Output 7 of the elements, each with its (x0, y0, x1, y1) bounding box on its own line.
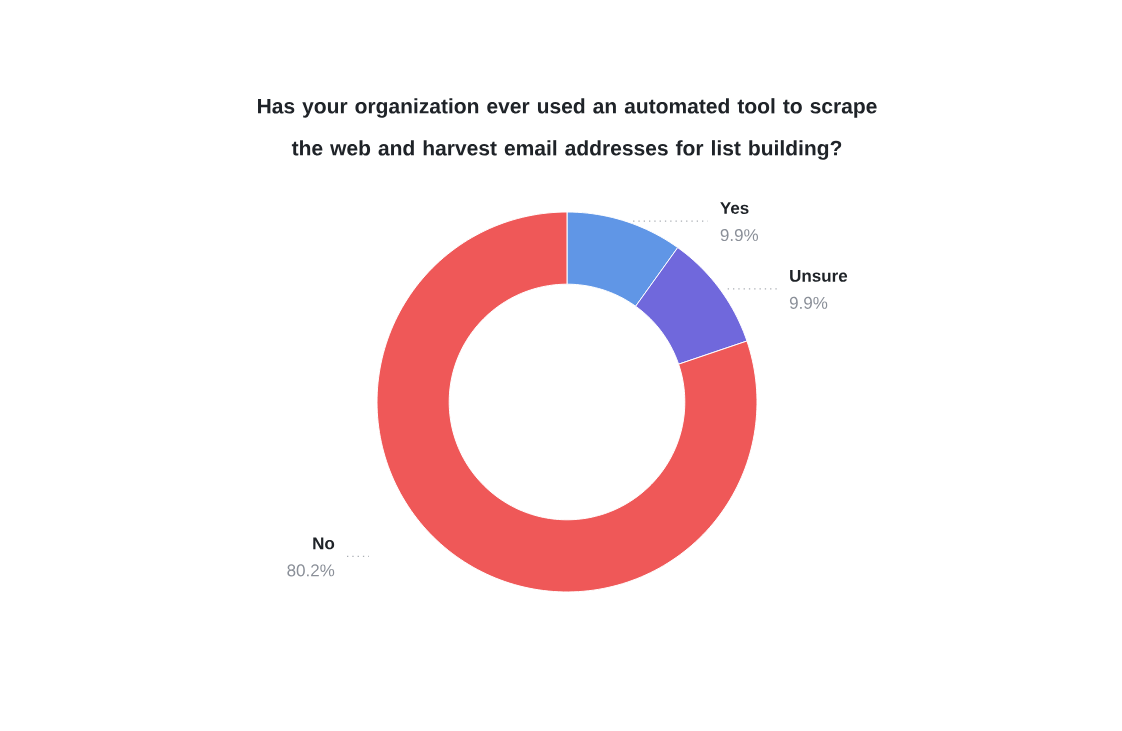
data-label: 9.9% (789, 296, 828, 309)
slice-label: No (313, 537, 335, 550)
slice-label: Yes (720, 202, 749, 215)
data-label: 9.9% (720, 229, 759, 242)
data-label: 80.2% (287, 564, 335, 577)
slice-label: Unsure (790, 269, 848, 282)
chart-title: Has your organization ever used an automated tool to scrape the web and harvest email addresses for list building? (258, 98, 877, 160)
